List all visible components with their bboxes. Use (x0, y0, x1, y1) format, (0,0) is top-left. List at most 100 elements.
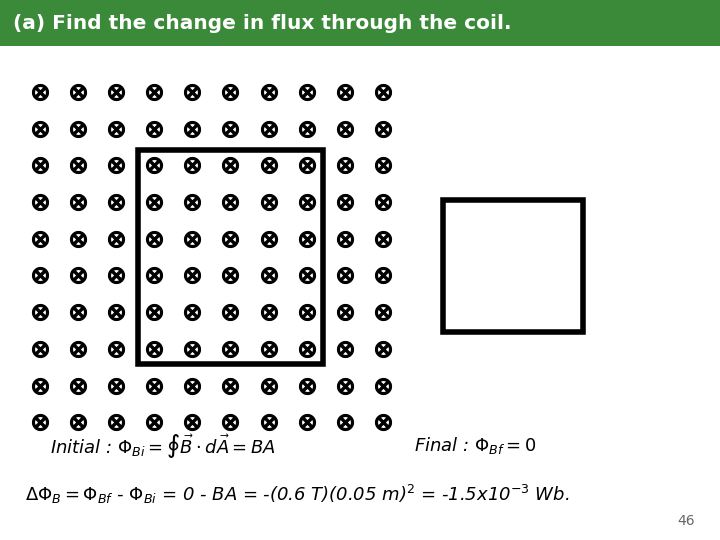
Bar (138, 150, 323, 364)
Point (301, 161, 312, 170)
Point (263, 161, 274, 170)
Point (377, 345, 389, 353)
Point (34, 418, 45, 427)
Point (72, 124, 84, 133)
Point (263, 345, 274, 353)
Point (110, 418, 122, 427)
Point (110, 124, 122, 133)
Point (301, 345, 312, 353)
Point (186, 345, 198, 353)
Point (34, 271, 45, 280)
Point (110, 345, 122, 353)
Point (110, 161, 122, 170)
Point (301, 308, 312, 316)
Point (186, 161, 198, 170)
Point (339, 418, 351, 427)
Point (225, 234, 236, 243)
Point (225, 87, 236, 96)
Point (225, 345, 236, 353)
Point (377, 308, 389, 316)
Point (34, 198, 45, 206)
Point (339, 271, 351, 280)
Point (377, 198, 389, 206)
Point (339, 198, 351, 206)
Point (72, 161, 84, 170)
Point (34, 345, 45, 353)
Point (263, 381, 274, 390)
Point (377, 124, 389, 133)
Point (377, 234, 389, 243)
Point (377, 161, 389, 170)
Point (148, 271, 160, 280)
Point (186, 418, 198, 427)
Point (148, 381, 160, 390)
Point (339, 124, 351, 133)
Point (110, 271, 122, 280)
Point (110, 381, 122, 390)
Point (301, 234, 312, 243)
Point (148, 161, 160, 170)
Point (301, 271, 312, 280)
Point (186, 381, 198, 390)
Bar (443, 200, 583, 332)
Point (301, 418, 312, 427)
Point (148, 124, 160, 133)
Point (148, 418, 160, 427)
Point (377, 381, 389, 390)
Point (263, 418, 274, 427)
Point (225, 198, 236, 206)
Point (186, 308, 198, 316)
Bar (0, 0, 720, 46)
Text: Initial : $\Phi_{Bi} = \oint\vec{B}\cdot d\vec{A} = BA$: Initial : $\Phi_{Bi} = \oint\vec{B}\cdot… (50, 431, 276, 460)
Point (377, 87, 389, 96)
Text: Final : $\Phi_{Bf} = 0$: Final : $\Phi_{Bf} = 0$ (414, 435, 536, 456)
Point (301, 381, 312, 390)
Point (34, 161, 45, 170)
Point (263, 87, 274, 96)
Point (225, 161, 236, 170)
Point (72, 234, 84, 243)
Text: (a) Find the change in flux through the coil.: (a) Find the change in flux through the … (13, 14, 511, 33)
Point (339, 308, 351, 316)
Point (148, 308, 160, 316)
Point (263, 124, 274, 133)
Point (110, 87, 122, 96)
Point (110, 308, 122, 316)
Point (34, 308, 45, 316)
Point (339, 161, 351, 170)
Point (263, 198, 274, 206)
Point (148, 345, 160, 353)
Point (339, 87, 351, 96)
Point (72, 198, 84, 206)
Point (72, 271, 84, 280)
Point (263, 234, 274, 243)
Text: 46: 46 (678, 514, 695, 528)
Point (263, 308, 274, 316)
Point (225, 124, 236, 133)
Point (301, 124, 312, 133)
Point (72, 381, 84, 390)
Point (34, 124, 45, 133)
Point (186, 198, 198, 206)
Point (72, 87, 84, 96)
Point (301, 198, 312, 206)
Point (186, 124, 198, 133)
Point (72, 308, 84, 316)
Point (339, 345, 351, 353)
Point (263, 271, 274, 280)
Point (148, 234, 160, 243)
Point (72, 345, 84, 353)
Point (110, 234, 122, 243)
Point (225, 418, 236, 427)
Point (72, 418, 84, 427)
Point (301, 87, 312, 96)
Point (186, 87, 198, 96)
Point (148, 198, 160, 206)
Point (186, 234, 198, 243)
Point (110, 198, 122, 206)
Point (377, 418, 389, 427)
Point (34, 87, 45, 96)
Point (225, 381, 236, 390)
Point (339, 234, 351, 243)
Point (377, 271, 389, 280)
